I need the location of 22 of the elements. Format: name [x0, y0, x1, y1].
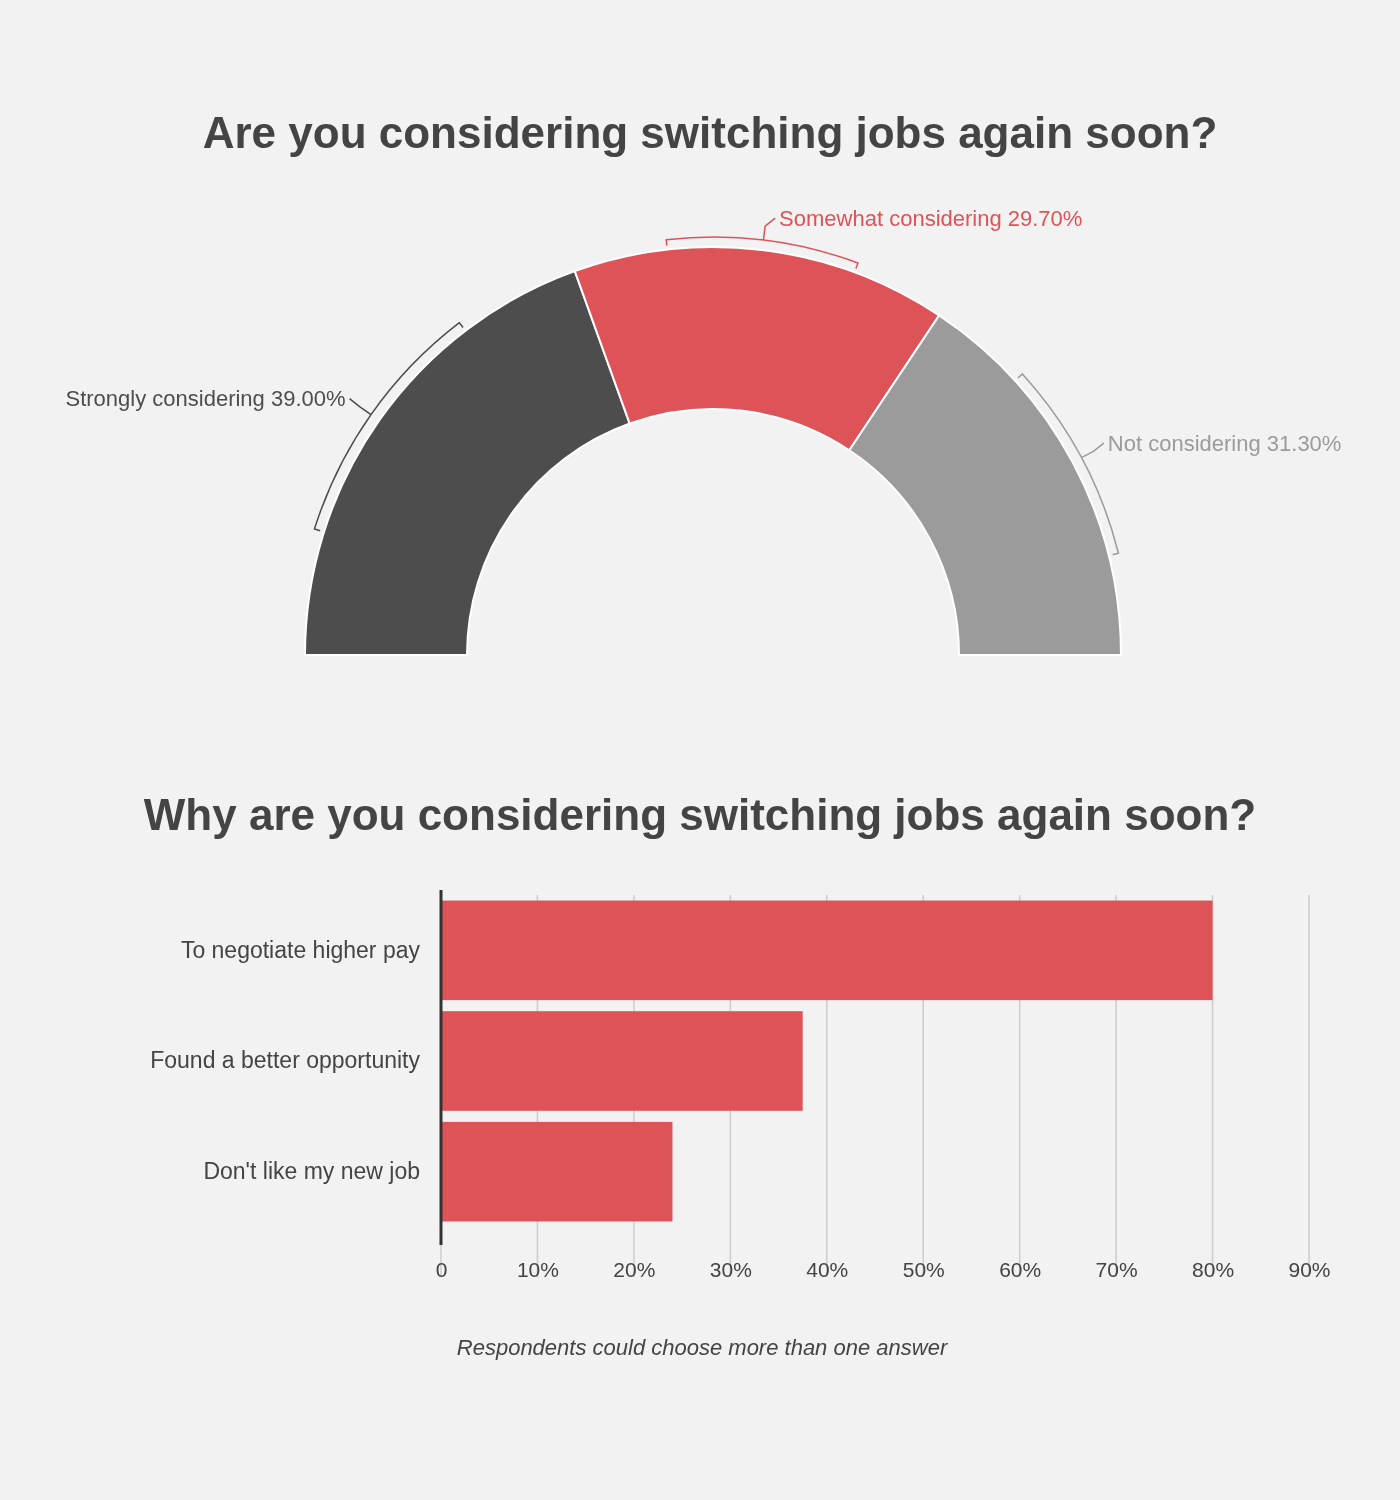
y-tick-label: Don't like my new job: [203, 1158, 420, 1185]
x-tick-label: 30%: [709, 1257, 752, 1281]
x-tick-label: 0: [435, 1257, 448, 1281]
bar: [441, 1121, 673, 1222]
x-tick-label: 20%: [613, 1257, 656, 1281]
bar: [441, 900, 1213, 1001]
slice-label: Strongly considering 39.00%: [65, 386, 346, 412]
x-tick-label: 90%: [1288, 1257, 1331, 1281]
x-tick-label: 40%: [806, 1257, 849, 1281]
x-tick-label: 80%: [1192, 1257, 1235, 1281]
y-tick-label: Found a better opportunity: [150, 1047, 421, 1074]
x-tick-label: 50%: [902, 1257, 945, 1281]
bar: [441, 1011, 803, 1111]
chart-title: Why are you considering switching jobs again soon?: [143, 790, 1257, 839]
x-tick-label: 60%: [999, 1257, 1042, 1281]
x-tick-label: 10%: [516, 1257, 559, 1281]
slice-label: Not considering 31.30%: [1107, 430, 1342, 456]
slice-label: Somewhat considering 29.70%: [779, 205, 1083, 231]
x-tick-label: 70%: [1095, 1257, 1138, 1281]
y-tick-label: To negotiate higher pay: [180, 936, 421, 963]
text: Respondents could choose more than one answer: [456, 1335, 949, 1360]
chart-title: Are you considering switching jobs again soon?: [202, 108, 1218, 157]
